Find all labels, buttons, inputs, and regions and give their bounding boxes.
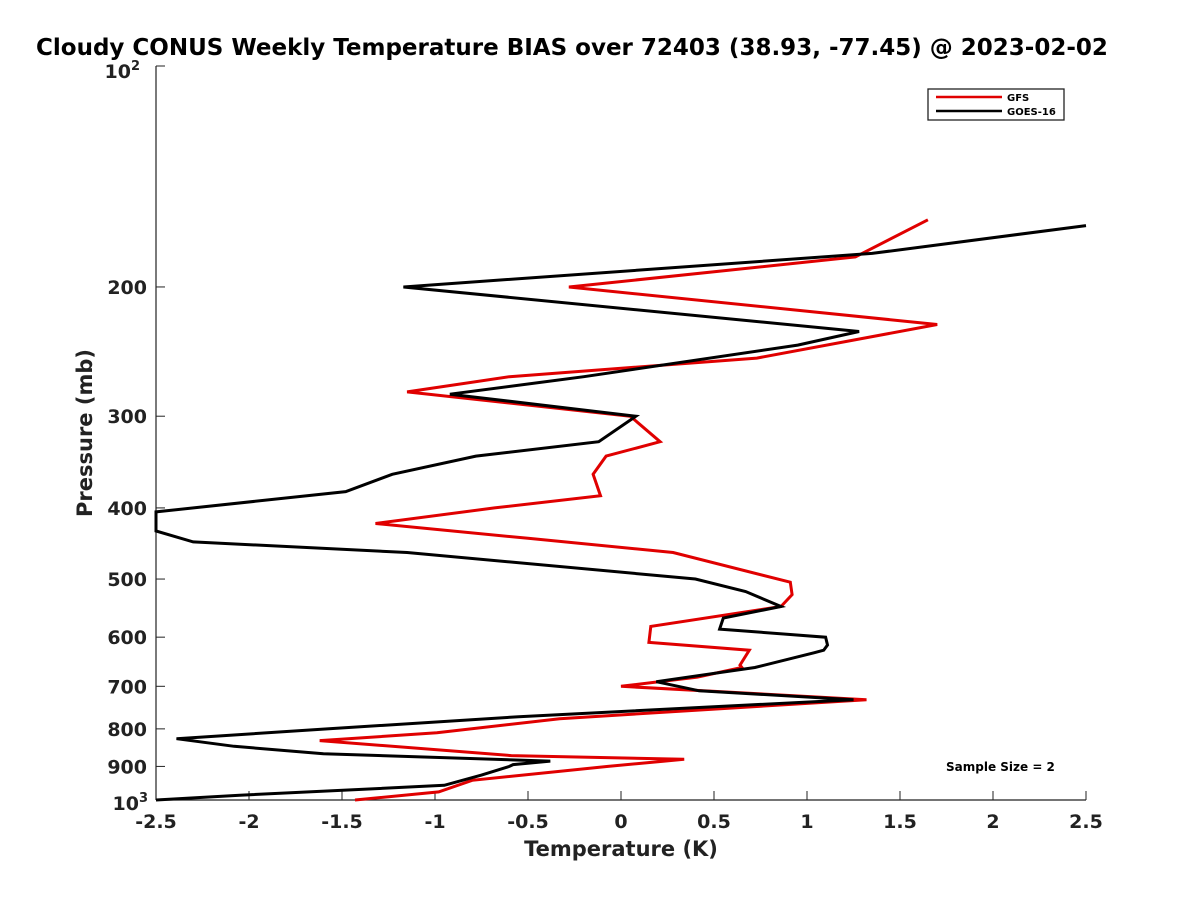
y-top-base: 10	[105, 61, 131, 83]
legend-label-goes16: GOES-16	[1007, 107, 1056, 118]
x-tick-label: 0	[614, 811, 627, 833]
y-tick-label: 500	[107, 569, 147, 591]
x-tick-label: -1	[424, 811, 445, 833]
series-line-gfs	[319, 218, 938, 802]
series-lines	[154, 218, 1087, 802]
y-tick-label: 700	[107, 676, 147, 698]
y-bottom-base: 10	[113, 793, 139, 815]
x-axis-ticks: -2.5 -2 -1.5 -1 -0.5 0 0.5 1 1.5 2 2.5	[135, 791, 1103, 833]
x-tick-label: -1.5	[321, 811, 363, 833]
chart-title: Cloudy CONUS Weekly Temperature BIAS ove…	[36, 35, 1108, 61]
x-tick-label: 0.5	[697, 811, 731, 833]
legend-label-gfs: GFS	[1007, 93, 1029, 104]
y-tick-label: 300	[107, 406, 147, 428]
legend-box	[927, 88, 1065, 121]
y-axis-ticks: 200 300 400 500 600 700 800 900	[107, 65, 165, 801]
x-tick-label: 1.5	[883, 811, 917, 833]
y-tick-label: 600	[107, 627, 147, 649]
sample-size-annotation: Sample Size = 2	[946, 760, 1055, 774]
x-tick-label: -2.5	[135, 811, 177, 833]
y-bottom-exponent: 3	[139, 791, 148, 806]
y-bottom-tick-label: 103	[113, 791, 149, 815]
y-tick-label: 800	[107, 719, 147, 741]
series-line-goes16	[154, 224, 1087, 802]
y-axis-label: Pressure (mb)	[73, 349, 97, 517]
x-tick-label: -2	[238, 811, 259, 833]
y-top-tick-label: 102	[105, 59, 141, 83]
x-tick-label: -0.5	[507, 811, 549, 833]
y-tick-label: 900	[107, 756, 147, 778]
x-tick-label: 2.5	[1069, 811, 1103, 833]
y-tick-label: 400	[107, 498, 147, 520]
y-tick-label: 200	[107, 277, 147, 299]
x-tick-label: 1	[800, 811, 813, 833]
legend: GFS GOES-16	[927, 88, 1065, 121]
x-axis-label: Temperature (K)	[524, 837, 718, 861]
x-tick-label: 2	[986, 811, 999, 833]
y-top-exponent: 2	[131, 59, 140, 74]
